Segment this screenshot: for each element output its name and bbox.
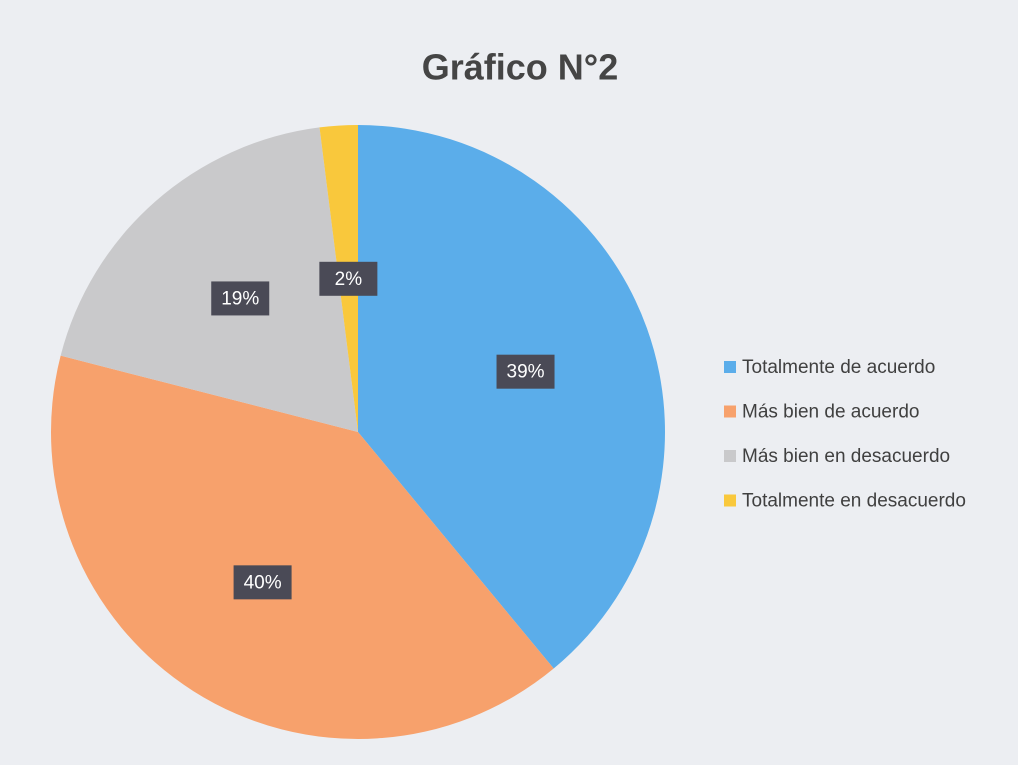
legend-label: Más bien de acuerdo [742, 402, 919, 423]
legend-swatch [724, 405, 736, 418]
data-label: 40% [244, 572, 282, 593]
data-label: 39% [507, 362, 545, 383]
legend-swatch [724, 494, 736, 507]
legend-swatch [724, 361, 736, 373]
legend-label: Más bien en desacuerdo [742, 446, 950, 467]
data-label-box [211, 281, 270, 316]
data-label-box [496, 354, 555, 389]
data-label-box [233, 565, 292, 600]
pie-slice [51, 355, 554, 739]
data-label: 2% [335, 269, 363, 290]
legend-label: Totalmente en desacuerdo [742, 491, 966, 512]
pie-slice [60, 127, 359, 433]
data-label-box [319, 261, 378, 296]
legend-swatch [724, 450, 736, 462]
legend-label: Totalmente de acuerdo [742, 357, 935, 378]
chart-title: Gráfico N°2 [422, 47, 618, 88]
pie-slice [358, 125, 665, 669]
data-label: 19% [221, 288, 259, 309]
